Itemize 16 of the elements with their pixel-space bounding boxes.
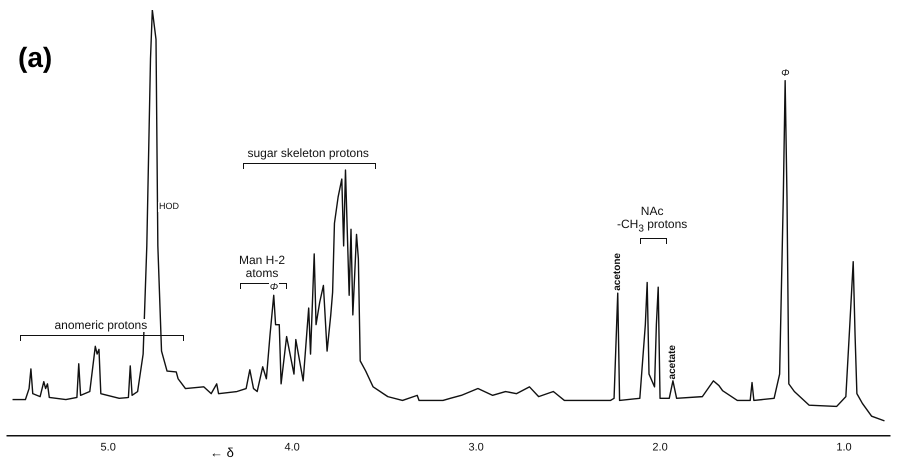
annotation: sugar skeleton protons [246, 146, 370, 160]
x-tick-label: 1.0 [836, 441, 852, 454]
annotation: Φ [268, 282, 280, 294]
annotation: NAc -CH$_{3}$ protons [616, 204, 688, 235]
x-tick-label: 2.0 [652, 441, 668, 454]
x-tick-label: 5.0 [100, 441, 116, 454]
annotation: acetate [666, 344, 680, 380]
text: (a) [18, 42, 52, 74]
x-axis-title: ← δ [210, 445, 234, 460]
annotation: anomeric protons [54, 318, 148, 332]
annotation: Man H-2 atoms [238, 253, 286, 280]
annotation: HOD [158, 201, 180, 212]
x-tick-label: 4.0 [284, 441, 300, 454]
x-tick-label: 3.0 [468, 441, 484, 454]
annotation: Φ [780, 68, 791, 79]
annotation: acetone [611, 253, 624, 291]
